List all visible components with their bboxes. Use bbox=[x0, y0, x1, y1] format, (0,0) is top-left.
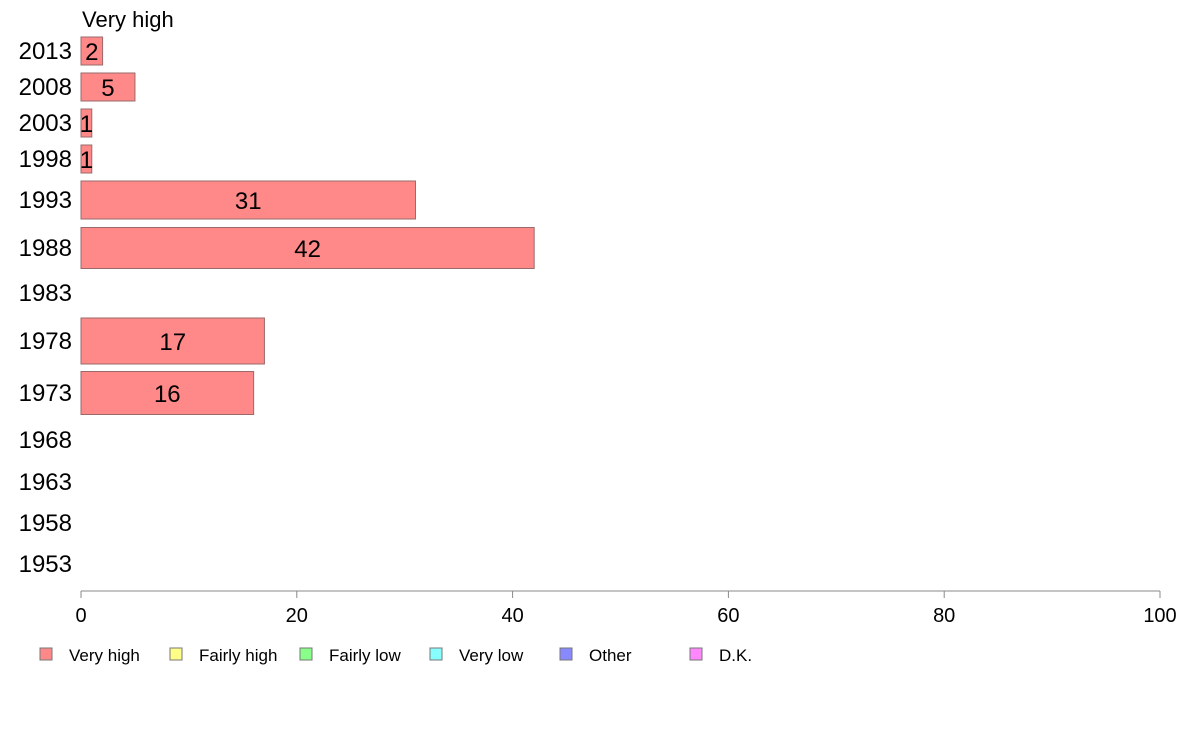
legend-swatch-fairly-low bbox=[299, 647, 313, 661]
legend-swatch-d-k- bbox=[689, 647, 703, 661]
year-label-1983: 1983 bbox=[19, 280, 72, 307]
chart-title: Very high bbox=[82, 7, 174, 32]
year-label-1978: 1978 bbox=[19, 328, 72, 355]
year-label-1993: 1993 bbox=[19, 187, 72, 214]
legend-swatch-very-high bbox=[39, 647, 53, 661]
value-label-1973: 16 bbox=[154, 381, 181, 408]
x-tick-label-60: 60 bbox=[717, 605, 739, 627]
year-label-1968: 1968 bbox=[19, 427, 72, 454]
bar-2013 bbox=[80, 36, 104, 66]
year-label-1963: 1963 bbox=[19, 469, 72, 496]
legend-swatch-other bbox=[559, 647, 573, 661]
legend-label-very-low: Very low bbox=[459, 646, 524, 665]
value-label-2013: 2 bbox=[85, 39, 98, 66]
x-tick-label-100: 100 bbox=[1143, 605, 1176, 627]
year-label-1958: 1958 bbox=[19, 510, 72, 537]
bar-2003 bbox=[80, 108, 93, 138]
legend-label-very-high: Very high bbox=[69, 646, 140, 665]
x-ticks: 0 20 40 60 80 100 bbox=[75, 591, 1177, 627]
value-label-1993: 31 bbox=[235, 188, 262, 215]
legend-label-other: Other bbox=[589, 646, 632, 665]
year-label-1988: 1988 bbox=[19, 235, 72, 262]
legend-label-d-k-: D.K. bbox=[719, 646, 752, 665]
year-label-1953: 1953 bbox=[19, 551, 72, 578]
legend-label-fairly-low: Fairly low bbox=[329, 646, 402, 665]
bar-1988 bbox=[80, 227, 535, 269]
bars bbox=[80, 36, 535, 415]
bar-1993 bbox=[80, 180, 416, 220]
bar-1998 bbox=[80, 144, 93, 174]
legend-swatch-very-low bbox=[429, 647, 443, 661]
year-label-2013: 2013 bbox=[19, 38, 72, 65]
year-label-2008: 2008 bbox=[19, 74, 72, 101]
bar-2008 bbox=[80, 72, 136, 102]
year-label-1973: 1973 bbox=[19, 380, 72, 407]
value-label-2003: 1 bbox=[80, 111, 93, 138]
year-labels: 2013 2008 2003 1998 1993 1988 1983 1978 1973 1968… bbox=[19, 38, 72, 578]
x-tick-label-40: 40 bbox=[501, 605, 523, 627]
x-tick-label-0: 0 bbox=[75, 605, 86, 627]
value-label-1978: 17 bbox=[159, 329, 186, 356]
x-tick-label-20: 20 bbox=[286, 605, 308, 627]
value-label-1988: 42 bbox=[294, 236, 321, 263]
legend-label-fairly-high: Fairly high bbox=[199, 646, 277, 665]
bar-1973 bbox=[80, 371, 255, 415]
legend-swatch-fairly-high bbox=[169, 647, 183, 661]
bar-1978 bbox=[80, 317, 265, 365]
x-tick-label-80: 80 bbox=[933, 605, 955, 627]
value-label-2008: 5 bbox=[101, 75, 114, 102]
value-label-1998: 1 bbox=[80, 147, 93, 174]
year-label-2003: 2003 bbox=[19, 110, 72, 137]
legend: Very high Fairly high Fairly low Very low Ot… bbox=[39, 646, 752, 665]
year-label-1998: 1998 bbox=[19, 146, 72, 173]
